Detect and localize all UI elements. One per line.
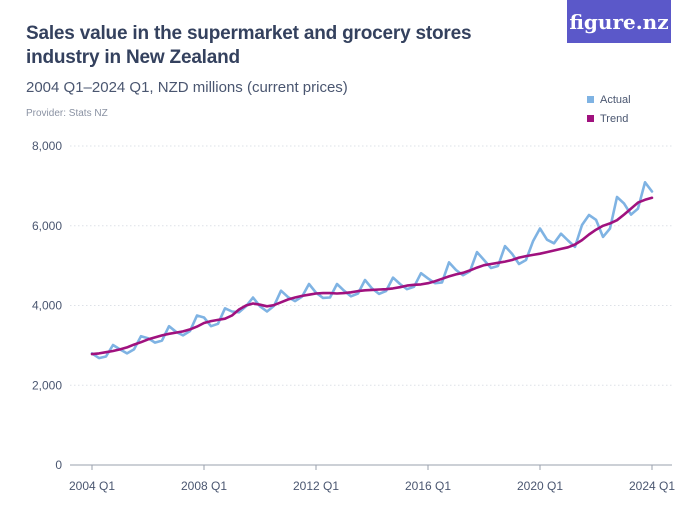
- y-tick-label: 0: [55, 458, 62, 472]
- figure-nz-logo[interactable]: figure.nz: [567, 0, 671, 43]
- y-tick-label: 2,000: [32, 378, 62, 392]
- x-tick-label: 2024 Q1: [629, 479, 675, 493]
- x-tick-label: 2004 Q1: [69, 479, 115, 493]
- y-tick-label: 6,000: [32, 219, 62, 233]
- legend-label-actual: Actual: [600, 93, 631, 106]
- chart-subtitle: 2004 Q1–2024 Q1, NZD millions (current p…: [26, 79, 348, 96]
- legend-swatch-actual: [587, 96, 594, 103]
- x-tick-label: 2020 Q1: [517, 479, 563, 493]
- series-line-actual: [90, 181, 654, 360]
- y-tick-label: 8,000: [32, 139, 62, 153]
- legend-label-trend: Trend: [600, 112, 629, 125]
- chart-legend: Actual Trend: [587, 90, 631, 128]
- legend-item-actual: Actual: [587, 90, 631, 109]
- legend-item-trend: Trend: [587, 109, 631, 128]
- logo-text: figure.nz: [569, 9, 669, 34]
- y-tick-label: 4,000: [32, 299, 62, 313]
- x-tick-label: 2016 Q1: [405, 479, 451, 493]
- legend-swatch-trend: [587, 115, 594, 122]
- x-tick-label: 2008 Q1: [181, 479, 227, 493]
- x-tick-label: 2012 Q1: [293, 479, 339, 493]
- series-line-trend: [90, 196, 654, 356]
- provider-label: Provider: Stats NZ: [26, 108, 108, 119]
- chart-title: Sales value in the supermarket and groce…: [26, 23, 472, 68]
